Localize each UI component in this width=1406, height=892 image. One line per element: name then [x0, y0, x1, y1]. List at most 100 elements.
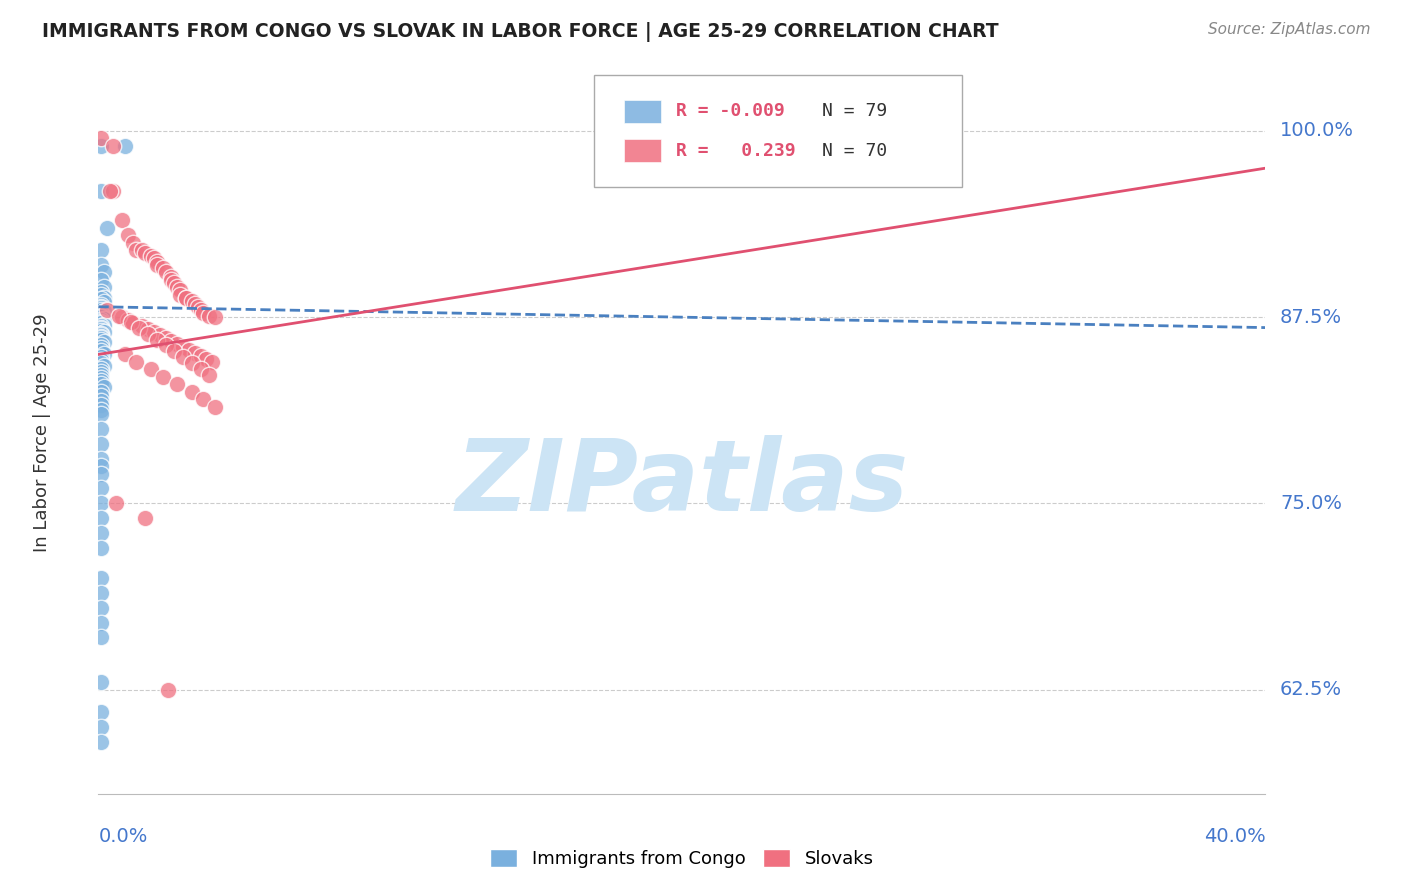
Point — [90, 402, 112, 417]
Point — [90, 288, 112, 302]
Point — [90, 705, 112, 719]
Point — [166, 377, 188, 392]
Point — [93, 304, 115, 318]
Point — [90, 615, 112, 630]
Point — [120, 315, 142, 329]
Point — [90, 393, 112, 408]
Point — [93, 311, 115, 326]
Point — [134, 246, 156, 260]
Point — [104, 496, 127, 510]
Text: In Labor Force | Age 25-29: In Labor Force | Age 25-29 — [34, 313, 52, 552]
Point — [193, 306, 215, 320]
Point — [90, 333, 112, 347]
Point — [183, 346, 205, 360]
Point — [155, 265, 177, 279]
Point — [146, 333, 169, 347]
Point — [90, 374, 112, 388]
Point — [90, 351, 112, 365]
Point — [172, 351, 194, 365]
Point — [93, 318, 115, 332]
Point — [146, 258, 169, 272]
Point — [136, 326, 159, 341]
Point — [204, 310, 226, 325]
Point — [160, 273, 183, 287]
Point — [114, 139, 136, 153]
Text: 62.5%: 62.5% — [1279, 680, 1343, 699]
Point — [190, 302, 212, 317]
Point — [174, 291, 197, 305]
Point — [139, 249, 162, 263]
Point — [128, 320, 150, 334]
Text: 100.0%: 100.0% — [1279, 121, 1354, 140]
Point — [122, 235, 145, 250]
Point — [90, 496, 112, 510]
Point — [169, 284, 191, 298]
Point — [90, 309, 112, 323]
Point — [98, 184, 121, 198]
Text: R =   0.239: R = 0.239 — [676, 142, 796, 160]
Legend: Immigrants from Congo, Slovaks: Immigrants from Congo, Slovaks — [489, 848, 875, 868]
Point — [204, 400, 226, 414]
Point — [101, 184, 124, 198]
Point — [90, 368, 112, 383]
Point — [90, 326, 112, 341]
Point — [90, 273, 112, 287]
Point — [90, 353, 112, 368]
Point — [90, 319, 112, 334]
Point — [90, 258, 112, 272]
Point — [90, 437, 112, 451]
Point — [90, 313, 112, 327]
Point — [93, 325, 115, 339]
Point — [125, 243, 148, 257]
Point — [90, 139, 112, 153]
Point — [190, 362, 212, 376]
Point — [90, 298, 112, 312]
Point — [90, 285, 112, 299]
Point — [114, 347, 136, 361]
Point — [90, 377, 112, 392]
Point — [187, 300, 209, 314]
Point — [136, 322, 159, 336]
Point — [90, 422, 112, 436]
Point — [90, 306, 112, 320]
Point — [90, 384, 112, 399]
Point — [90, 302, 112, 317]
Point — [101, 139, 124, 153]
Point — [90, 371, 112, 385]
Point — [90, 331, 112, 345]
Text: 75.0%: 75.0% — [1279, 494, 1341, 513]
Point — [90, 328, 112, 343]
Text: 87.5%: 87.5% — [1279, 308, 1343, 326]
Point — [93, 265, 115, 279]
Point — [131, 319, 153, 334]
Point — [93, 347, 115, 361]
Point — [90, 398, 112, 412]
Point — [90, 131, 112, 145]
FancyBboxPatch shape — [624, 139, 661, 162]
Point — [90, 184, 112, 198]
Text: N = 79: N = 79 — [823, 102, 887, 120]
Point — [90, 320, 112, 334]
Point — [160, 334, 183, 348]
Point — [142, 251, 165, 265]
Point — [111, 310, 134, 325]
Point — [152, 369, 174, 384]
Point — [90, 459, 112, 474]
Point — [90, 407, 112, 421]
Point — [90, 362, 112, 376]
Point — [117, 228, 139, 243]
Point — [90, 526, 112, 541]
Point — [198, 368, 221, 383]
Point — [90, 342, 112, 356]
Point — [193, 392, 215, 406]
Text: IMMIGRANTS FROM CONGO VS SLOVAK IN LABOR FORCE | AGE 25-29 CORRELATION CHART: IMMIGRANTS FROM CONGO VS SLOVAK IN LABOR… — [42, 22, 998, 42]
Point — [117, 313, 139, 327]
Point — [169, 288, 191, 302]
Point — [90, 600, 112, 615]
Point — [90, 571, 112, 585]
Point — [90, 451, 112, 466]
Text: N = 70: N = 70 — [823, 142, 887, 160]
Point — [155, 338, 177, 352]
Point — [90, 307, 112, 321]
Point — [195, 351, 218, 366]
